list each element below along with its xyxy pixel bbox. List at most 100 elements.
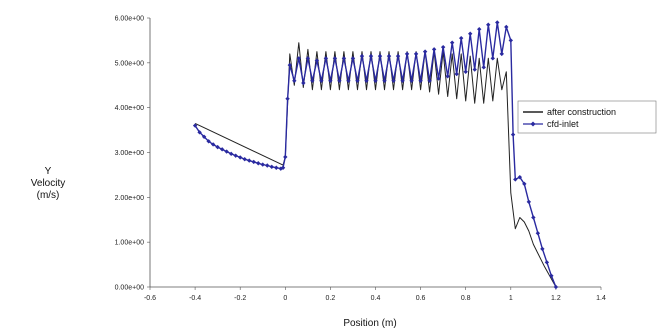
x-tick-label: -0.4 — [189, 295, 201, 302]
data-point — [350, 56, 356, 61]
data-point — [364, 78, 369, 83]
data-point — [323, 56, 329, 61]
data-point — [454, 71, 459, 77]
data-point — [332, 56, 338, 61]
series-layer — [192, 20, 559, 290]
data-point — [319, 78, 324, 83]
data-point — [481, 65, 486, 70]
legend-label-cfd-inlet: cfd-inlet — [547, 119, 579, 129]
x-tick-label: 0.6 — [416, 295, 426, 302]
data-point — [301, 80, 306, 86]
x-tick-label: -0.2 — [234, 295, 246, 302]
y-tick-label: 0.00e+00 — [115, 285, 144, 292]
y-tick-label: 1.00e+00 — [115, 240, 144, 247]
x-tick-label: 0 — [283, 295, 287, 302]
data-point — [283, 154, 288, 160]
y-ticks: 0.00e+00 1.00e+00 2.00e+00 3.00e+00 4.00e+00… — [115, 16, 150, 292]
plot-axes — [149, 18, 601, 288]
legend-label-after-construction: after construction — [547, 107, 616, 117]
data-point — [377, 53, 383, 59]
data-point — [238, 155, 243, 160]
y-tick-label: 3.00e+00 — [115, 150, 144, 157]
y-axis-title-line-1: Y — [45, 166, 52, 177]
legend-box — [517, 100, 657, 134]
data-point — [215, 144, 220, 150]
y-tick-label: 5.00e+00 — [115, 60, 144, 67]
data-point — [359, 53, 365, 59]
data-point — [242, 157, 247, 162]
data-point — [274, 165, 279, 170]
data-point — [206, 139, 211, 144]
data-point — [531, 215, 536, 220]
data-point — [436, 76, 441, 81]
data-point — [486, 22, 491, 27]
data-point — [445, 74, 450, 79]
data-point — [192, 123, 198, 128]
data-point — [413, 51, 419, 57]
x-ticks: -0.6 -0.4 -0.2 0 0.2 0.4 0.6 0.8 1 1.2 1.4 — [144, 287, 606, 302]
legend: after construction cfd-inlet — [517, 100, 657, 134]
data-point — [468, 31, 473, 36]
x-axis-title: Position (m) — [343, 318, 396, 329]
x-tick-label: 1.2 — [551, 295, 561, 302]
data-point — [499, 51, 504, 57]
data-point — [314, 58, 320, 63]
data-point — [386, 53, 392, 59]
data-point — [404, 51, 410, 57]
data-point — [535, 231, 541, 236]
data-point — [391, 78, 396, 83]
y-axis-title-line-2: Velocity — [31, 178, 65, 189]
data-point — [251, 159, 256, 165]
y-tick-label: 2.00e+00 — [115, 195, 144, 202]
data-point — [463, 69, 468, 74]
data-point — [395, 53, 401, 59]
data-point — [210, 142, 216, 147]
data-point — [285, 96, 290, 101]
data-point — [553, 284, 559, 290]
data-point — [477, 27, 482, 32]
data-point — [337, 78, 342, 83]
x-tick-label: 0.4 — [371, 295, 381, 302]
y-tick-label: 6.00e+00 — [115, 16, 144, 23]
data-point — [265, 163, 270, 168]
data-point — [247, 158, 252, 163]
series-cfd-inlet — [192, 20, 559, 290]
data-point — [427, 78, 432, 83]
data-point — [526, 199, 532, 205]
data-point — [495, 20, 500, 25]
data-point — [280, 165, 286, 170]
data-point — [233, 153, 238, 158]
data-point — [540, 246, 545, 252]
data-point — [400, 78, 405, 83]
data-point — [296, 56, 302, 61]
data-point — [260, 162, 265, 167]
data-point — [224, 149, 229, 154]
data-point — [346, 78, 351, 83]
data-point — [341, 56, 347, 61]
data-point — [422, 49, 428, 54]
legend-marker-cfd-inlet — [530, 121, 536, 127]
data-point — [292, 78, 297, 83]
data-point — [269, 164, 274, 170]
data-point — [517, 174, 523, 180]
data-point — [355, 78, 360, 83]
data-point — [201, 134, 207, 140]
x-tick-label: 0.2 — [326, 295, 336, 302]
data-point — [256, 161, 261, 166]
data-point — [368, 53, 374, 59]
data-point — [472, 67, 477, 72]
data-point — [440, 44, 446, 50]
data-point — [549, 273, 554, 278]
data-point — [449, 40, 455, 45]
x-tick-label: 0.8 — [461, 295, 471, 302]
data-point — [409, 78, 414, 83]
x-tick-label: -0.6 — [144, 295, 156, 302]
y-axis-title-line-3: (m/s) — [37, 190, 60, 201]
data-point — [228, 151, 234, 157]
data-point — [373, 78, 378, 83]
x-tick-label: 1.4 — [596, 295, 606, 302]
series-line-cfd-inlet — [194, 21, 557, 288]
data-point — [382, 78, 387, 83]
data-point — [513, 177, 518, 182]
